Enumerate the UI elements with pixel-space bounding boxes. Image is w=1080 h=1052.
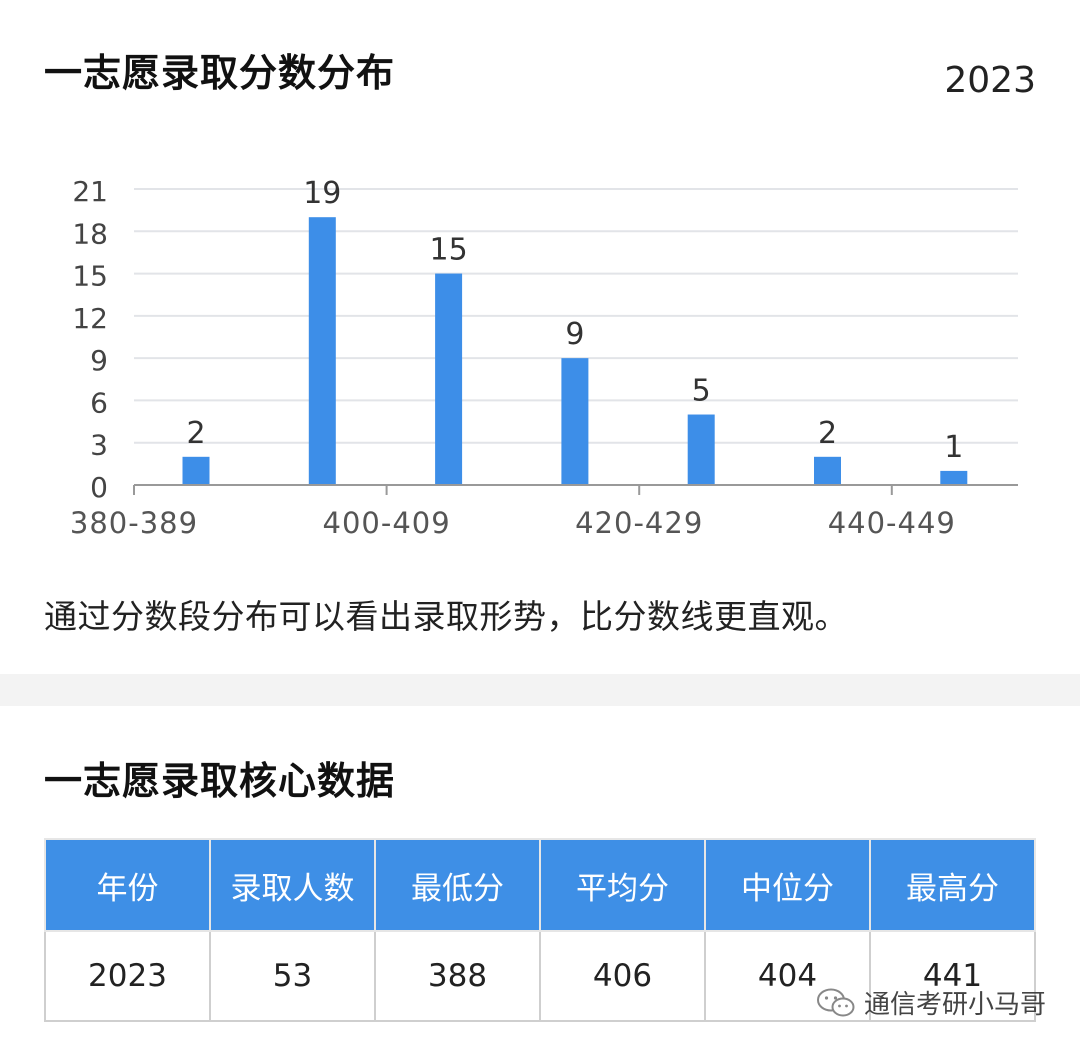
x-tick-label: 420-429 [575,506,703,540]
bar-420-429 [687,414,715,485]
bar-440-449 [940,470,968,485]
cell-admitted-count: 53 [209,930,376,1022]
y-tick-label: 9 [90,344,108,377]
header-avg-score: 平均分 [539,838,706,932]
cell-avg-score: 406 [539,930,706,1022]
chart-data-labels: 2 19 15 9 5 2 1 [186,176,963,465]
y-tick-label: 0 [90,471,108,504]
x-tick-label: 380-389 [70,506,198,540]
cell-year: 2023 [44,930,211,1022]
header-year: 年份 [44,838,211,932]
core-data-title: 一志愿录取核心数据 [44,759,396,803]
core-data-table: 年份 录取人数 最低分 平均分 中位分 最高分 2023 53 388 406 … [44,838,1036,1022]
distribution-title: 一志愿录取分数分布 [44,51,396,95]
x-axis-ticks: 380-389 400-409 420-429 440-449 [70,485,956,540]
y-axis-ticks: 0 3 6 9 12 15 18 21 [72,175,108,504]
data-label: 19 [303,176,341,211]
table-row: 2023 53 388 406 404 441 [44,930,1036,1022]
x-tick-label: 400-409 [323,506,451,540]
y-tick-label: 3 [90,429,108,462]
y-tick-label: 6 [90,386,108,419]
header-max-score: 最高分 [869,838,1036,932]
header-min-score: 最低分 [374,838,541,932]
section-divider [0,674,1080,706]
wechat-icon [816,988,855,1016]
table-header-row: 年份 录取人数 最低分 平均分 中位分 最高分 [44,838,1036,932]
watermark-text: 通信考研小马哥 [863,990,1046,1020]
y-tick-label: 18 [72,217,108,250]
data-label: 15 [430,233,468,268]
chart-bars [182,217,968,485]
bar-410-419 [561,358,589,485]
bar-400-409 [435,273,463,485]
y-tick-label: 15 [72,260,108,293]
bar-390-399 [308,217,336,485]
watermark: 通信考研小马哥 [816,984,1046,1021]
data-label: 5 [692,374,711,409]
data-label: 2 [186,416,205,451]
header-median-score: 中位分 [704,838,871,932]
data-label: 1 [944,430,963,465]
bar-380-389 [182,456,210,485]
data-label: 2 [818,416,837,451]
x-tick-label: 440-449 [828,506,956,540]
year-label: 2023 [944,60,1036,101]
header-admitted-count: 录取人数 [209,838,376,932]
y-tick-label: 12 [72,302,108,335]
bar-430-439 [814,456,841,485]
cell-min-score: 388 [374,930,541,1022]
chart-note: 通过分数段分布可以看出录取形势，比分数线更直观。 [44,597,848,636]
cell-max-score: 441 [869,930,1036,1022]
y-tick-label: 21 [72,175,108,208]
data-label: 9 [565,317,584,352]
